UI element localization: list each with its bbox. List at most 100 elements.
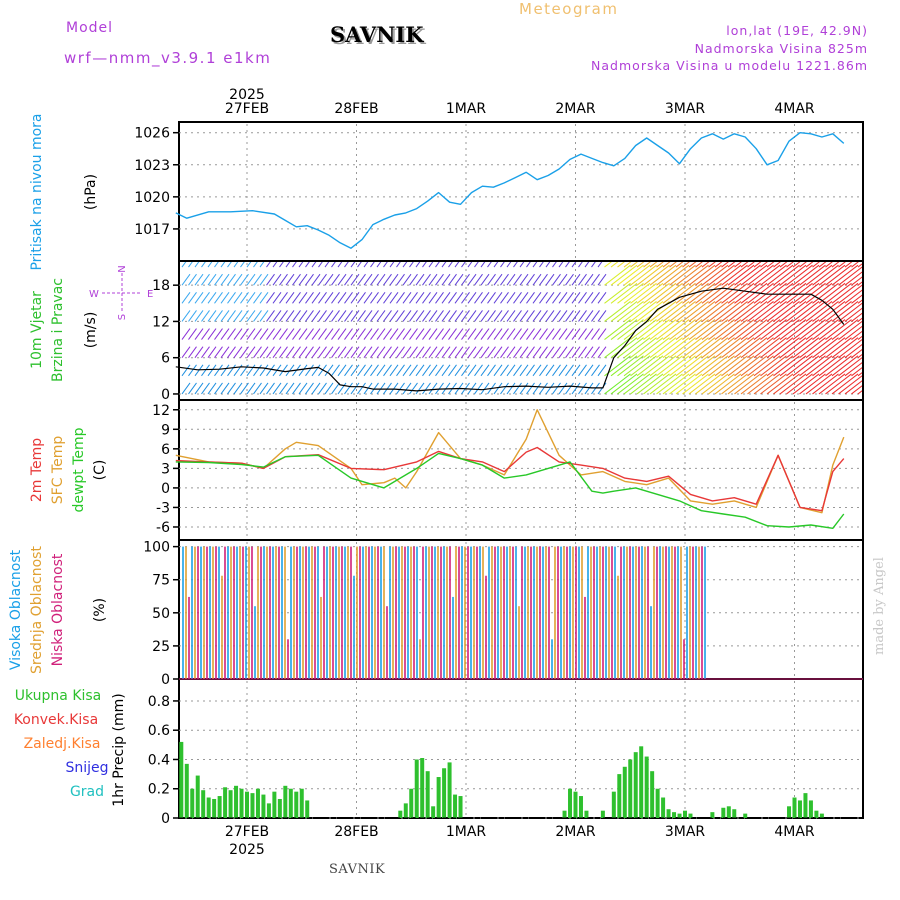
wind-barb xyxy=(747,264,774,286)
wind-barb xyxy=(454,310,464,322)
wind-barb xyxy=(799,262,807,268)
precip-bar xyxy=(206,797,211,818)
wind-barb xyxy=(415,292,425,304)
wind-barb xyxy=(363,273,373,286)
wind-barb xyxy=(513,262,518,268)
wind-barb xyxy=(584,292,594,304)
wind-barb xyxy=(675,264,703,286)
wind-barb xyxy=(760,319,787,340)
wind-barb xyxy=(812,282,839,304)
wind-barb xyxy=(623,373,651,395)
wind-barb xyxy=(233,310,243,322)
wind-barb xyxy=(435,346,444,358)
wind-barb xyxy=(220,292,230,304)
x-tick-top-label: 28FEB xyxy=(334,101,378,117)
wind-barb xyxy=(545,328,555,340)
wind-barb xyxy=(396,328,405,340)
wind-barb xyxy=(695,373,722,395)
wind-barb xyxy=(519,273,529,286)
wind-barb xyxy=(610,264,638,286)
wind-barb xyxy=(220,346,230,358)
wind-barb xyxy=(734,301,761,322)
wind-barb xyxy=(311,292,321,304)
precip-bar xyxy=(672,812,677,818)
y-tick-label: 3 xyxy=(161,461,170,477)
x-tick-bottom-label: 3MAR xyxy=(665,824,706,840)
wind-barb xyxy=(396,273,405,286)
wind-barb xyxy=(214,382,223,395)
wind-barb xyxy=(675,301,703,322)
wind-barb xyxy=(409,310,418,322)
wind-barb xyxy=(630,262,638,268)
wind-barb xyxy=(376,346,386,358)
wind-barb xyxy=(532,382,542,395)
wind-barb xyxy=(591,364,600,377)
wind-barb xyxy=(285,328,295,340)
wind-barb xyxy=(695,264,722,286)
wind-barb xyxy=(688,264,716,286)
pressure-axis-unit: (hPa) xyxy=(83,174,99,210)
cloud-axis-unit: (%) xyxy=(92,598,108,622)
wind-barb xyxy=(188,292,197,304)
y-tick-label: 75 xyxy=(152,573,170,589)
wind-barb xyxy=(578,292,587,304)
precip-bar xyxy=(305,800,310,818)
wind-barb xyxy=(695,301,722,322)
wind-barb xyxy=(311,328,321,340)
wind-barb xyxy=(402,262,408,268)
precip-bar xyxy=(578,796,583,818)
wind-barb xyxy=(207,364,217,377)
precip-axis-title: 1hr Precip (mm) xyxy=(111,693,127,806)
precip-bar xyxy=(797,800,802,818)
wind-barb xyxy=(201,262,206,268)
wind-barb xyxy=(571,310,581,322)
wind-barb xyxy=(513,310,522,322)
wind-barb xyxy=(714,282,742,304)
wind-barb xyxy=(786,319,813,340)
wind-barb xyxy=(610,282,638,304)
wind-barb xyxy=(454,262,460,268)
wind-barb xyxy=(584,273,594,286)
wind-barb xyxy=(467,382,477,395)
wind-barb xyxy=(701,282,729,304)
wind-barb xyxy=(266,262,271,268)
wind-barb xyxy=(357,310,366,322)
wind-barb xyxy=(545,382,555,395)
wind-barb xyxy=(558,310,568,322)
wind-barb xyxy=(851,385,862,395)
precip-bar xyxy=(611,791,616,818)
wind-barb xyxy=(279,346,288,358)
wind-barb xyxy=(370,262,375,268)
wind-barb xyxy=(604,262,612,268)
wind-barb xyxy=(851,294,862,304)
wind-barb xyxy=(675,262,684,268)
wind-barb xyxy=(740,355,768,377)
wind-barb xyxy=(344,310,353,322)
wind-barb xyxy=(487,346,496,358)
wind-barb xyxy=(662,337,690,359)
wind-barb xyxy=(851,348,862,359)
wind-barb xyxy=(649,262,658,268)
wind-barb xyxy=(565,382,574,395)
wind-barb xyxy=(565,273,574,286)
wind-barb xyxy=(760,337,787,359)
wind-barb xyxy=(311,273,321,286)
wind-barb xyxy=(240,262,245,268)
wind-barb xyxy=(734,319,761,340)
precip-bar xyxy=(283,785,288,818)
wind-barb xyxy=(805,301,833,322)
wind-barb xyxy=(305,310,314,322)
wind-barb xyxy=(617,262,625,268)
wind-barb xyxy=(688,319,716,340)
wind-barb xyxy=(227,262,232,268)
wind-barb xyxy=(422,262,427,268)
wind-barb xyxy=(526,382,535,395)
wind-barb xyxy=(207,382,217,395)
wind-barb xyxy=(656,373,683,395)
wind-barb xyxy=(597,310,607,322)
wind-barb xyxy=(773,355,800,377)
wind-barb xyxy=(565,328,574,340)
precip-bar xyxy=(732,809,737,818)
wind-barb xyxy=(181,346,191,358)
precip-bar xyxy=(217,796,222,818)
